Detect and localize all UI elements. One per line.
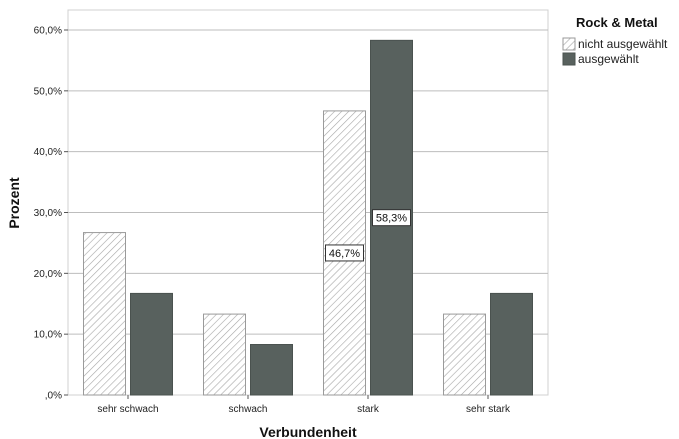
- y-tick-label: 60,0%: [34, 26, 62, 37]
- legend-swatch-ausgewaehlt: [562, 52, 576, 66]
- legend: Rock & Metal nicht ausgewählt ausgewählt: [562, 15, 668, 66]
- data-label-text: 46,7%: [329, 248, 360, 260]
- legend-title: Rock & Metal: [576, 15, 658, 30]
- y-axis-ticks: ,0% 10,0% 20,0% 30,0% 40,0% 50,0% 60,0%: [34, 26, 68, 402]
- bar-ausgewaehlt-0: [130, 292, 173, 396]
- y-tick-label: 30,0%: [34, 208, 62, 219]
- x-tick-label: stark: [357, 404, 380, 415]
- bar-nicht-ausgewaehlt-3: [443, 313, 486, 396]
- data-label: 58,3%: [372, 209, 411, 227]
- y-tick-label: 50,0%: [34, 86, 62, 97]
- data-labels: 46,7% 58,3%: [325, 209, 411, 262]
- bars: [83, 39, 533, 396]
- y-tick-label: 40,0%: [34, 147, 62, 158]
- x-axis-title: Verbundenheit: [259, 424, 357, 439]
- legend-label-nicht-ausgewaehlt: nicht ausgewählt: [578, 37, 668, 51]
- x-tick-label: sehr schwach: [97, 404, 158, 415]
- data-label-text: 58,3%: [376, 213, 407, 225]
- bar-ausgewaehlt-1: [250, 344, 293, 396]
- data-label-box: [325, 244, 364, 262]
- y-axis-title: Prozent: [6, 177, 22, 229]
- y-tick-label: 10,0%: [34, 330, 62, 341]
- bar-nicht-ausgewaehlt-0: [83, 232, 126, 396]
- bar-ausgewaehlt-3: [490, 292, 533, 396]
- y-tick-label: ,0%: [45, 391, 62, 402]
- x-axis-ticks: sehr schwach schwach stark sehr stark: [97, 395, 511, 415]
- data-label-box: [372, 209, 411, 227]
- y-tick-label: 20,0%: [34, 269, 62, 280]
- legend-label-ausgewaehlt: ausgewählt: [578, 52, 639, 66]
- x-tick-label: schwach: [229, 404, 268, 415]
- data-label: 46,7%: [325, 244, 364, 262]
- x-tick-label: sehr stark: [466, 404, 511, 415]
- legend-swatch-nicht-ausgewaehlt: [562, 37, 576, 51]
- bar-nicht-ausgewaehlt-1: [203, 313, 246, 396]
